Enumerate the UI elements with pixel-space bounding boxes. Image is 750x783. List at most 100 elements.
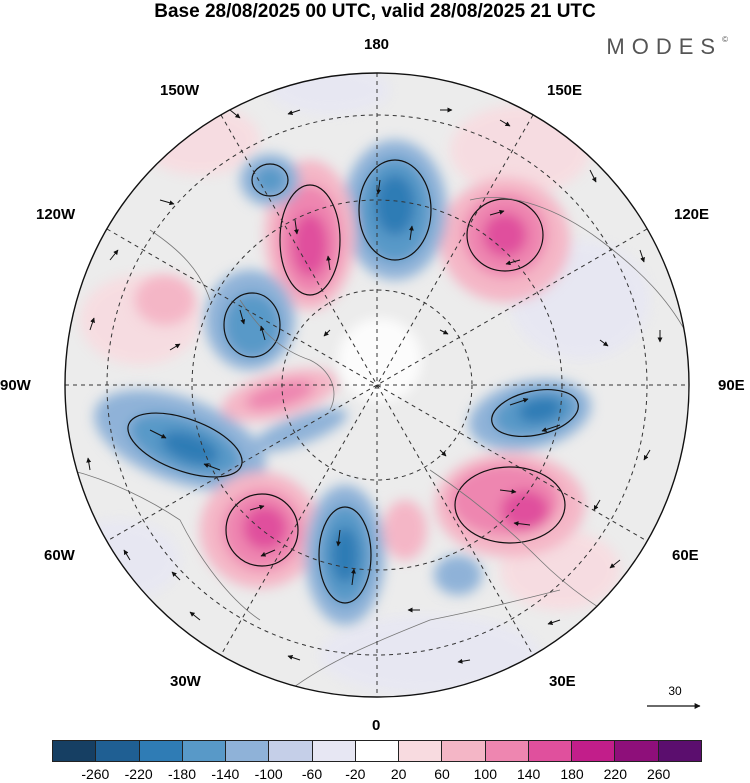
- wind-arrow: [229, 109, 241, 119]
- wind-arrow: [169, 343, 181, 351]
- brand-name: MODES: [606, 34, 723, 59]
- wind-arrow: [408, 225, 414, 241]
- lon-label-30w: 30W: [170, 673, 201, 690]
- wind-arrow: [499, 119, 511, 127]
- colorbar-tick-label: 180: [560, 766, 584, 782]
- wind-arrow: [541, 424, 561, 432]
- colorbar-tick-label: -260: [81, 766, 110, 782]
- wind-arrow: [499, 488, 517, 494]
- coastline: [289, 589, 561, 691]
- colorbar-segment: [53, 741, 96, 761]
- wind-arrow: [119, 153, 133, 161]
- lon-label-150e: 150E: [547, 82, 583, 99]
- wind-arrow: [350, 568, 356, 586]
- contour-line: [466, 198, 544, 272]
- positive-anomaly: [292, 213, 328, 277]
- lon-label-90e: 90E: [718, 377, 745, 394]
- colorbar-tick-label: -20: [345, 766, 366, 782]
- colorbar-segment: [138, 741, 182, 761]
- wind-arrow: [505, 259, 521, 266]
- contour-line: [251, 163, 289, 197]
- wind-arrow: [439, 449, 447, 457]
- lon-label-150w: 150W: [160, 82, 200, 99]
- lon-label-120e: 120E: [674, 206, 710, 223]
- weak-negative-area: [65, 520, 180, 600]
- wind-arrow: [189, 611, 201, 621]
- map-title: Base 28/08/2025 00 UTC, valid 28/08/2025…: [154, 1, 596, 22]
- wind-arrow: [171, 571, 181, 581]
- colorbar-tick-label: -140: [211, 766, 240, 782]
- colorbar-tick-label: -60: [301, 766, 323, 782]
- vector-reference-label: 30: [668, 684, 682, 698]
- map-boundary: [64, 72, 690, 698]
- coastline: [239, 299, 335, 411]
- wind-arrow: [86, 457, 92, 471]
- lon-label-0: 0: [372, 717, 381, 734]
- contour-line: [279, 184, 341, 296]
- colorbar-tick-label: 220: [603, 766, 628, 782]
- lon-label-120w: 120W: [36, 206, 76, 223]
- colorbar-segment: [527, 741, 572, 761]
- anomaly-field: [65, 73, 689, 697]
- colorbar-tick-label: 140: [516, 766, 541, 782]
- wind-arrow: [203, 463, 221, 471]
- brand-logo: MODES©: [606, 34, 728, 60]
- wind-arrow: [326, 255, 332, 271]
- wind-arrow: [259, 325, 266, 341]
- wind-arrow: [336, 529, 342, 547]
- wind-arrow: [159, 199, 175, 206]
- positive-anomaly: [501, 490, 549, 530]
- negative-anomaly: [375, 175, 415, 235]
- coastline: [69, 469, 261, 621]
- weak-positive-area: [140, 105, 260, 175]
- lon-label-90w: 90W: [0, 377, 31, 394]
- colorbar-segment: [484, 741, 528, 761]
- wind-arrow: [287, 109, 301, 115]
- positive-anomaly: [383, 500, 427, 560]
- coastline: [469, 197, 689, 341]
- copyright-mark: ©: [722, 34, 728, 44]
- contour-line: [223, 292, 281, 358]
- colorbar-segment: [354, 741, 399, 761]
- colorbar-segment: [398, 741, 442, 761]
- wind-arrow: [376, 179, 382, 195]
- wind-arrow: [260, 549, 276, 557]
- colorbar-tick-label: 60: [434, 766, 450, 782]
- positive-anomaly: [135, 275, 195, 325]
- wind-arrow: [547, 619, 561, 625]
- contour-line: [358, 159, 432, 261]
- wind-arrow: [643, 449, 651, 461]
- colorbar-segment: [95, 741, 139, 761]
- colorbar-segment: [441, 741, 485, 761]
- coastline: [149, 229, 211, 301]
- lon-label-60e: 60E: [672, 547, 699, 564]
- positive-anomaly: [243, 506, 287, 550]
- latitude-circle: [106, 114, 648, 656]
- wind-arrow: [323, 329, 331, 337]
- positive-anomaly: [483, 213, 527, 257]
- wind-arrow: [599, 339, 609, 347]
- wind-arrow: [149, 429, 167, 439]
- contour-line: [127, 412, 243, 478]
- wind-arrow: [239, 309, 246, 325]
- colorbar-segment: [268, 741, 312, 761]
- wind-arrow: [439, 329, 449, 335]
- wind-arrow: [639, 249, 645, 263]
- colorbar-ticks: -260 -220 -180 -140 -100 -60 -20 20 60 100 140 180 2…: [52, 766, 702, 783]
- graticule: [65, 73, 689, 697]
- negative-anomaly: [161, 431, 219, 465]
- contour-line: [225, 493, 299, 567]
- polar-map: [64, 72, 701, 709]
- wind-arrow: [249, 504, 265, 511]
- weak-negative-area: [320, 615, 540, 695]
- wind-arrow: [123, 549, 131, 561]
- wind-arrow: [589, 169, 597, 183]
- colorbar-segment: [181, 741, 226, 761]
- wind-arrow: [593, 499, 601, 511]
- colorbar-tick-label: -100: [254, 766, 283, 782]
- wind-arrow: [89, 317, 95, 331]
- wind-arrow: [509, 398, 529, 406]
- negative-anomaly: [224, 293, 280, 357]
- colorbar-tick-label: -180: [167, 766, 197, 782]
- contour-line: [318, 506, 372, 604]
